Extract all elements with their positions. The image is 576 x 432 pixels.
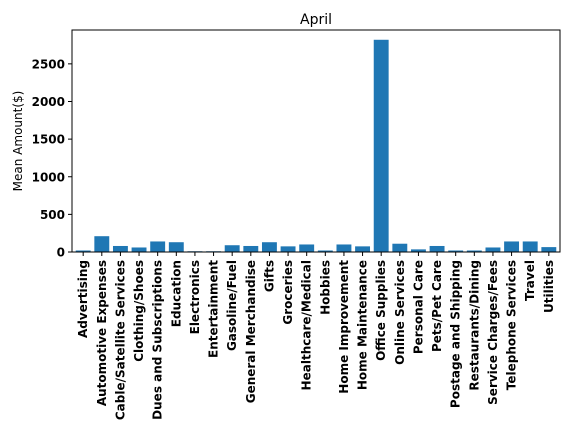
bar: [131, 247, 147, 252]
bar: [317, 250, 333, 252]
x-tick-label: Cable/Satellite Services: [113, 260, 127, 420]
x-tick-label: Electronics: [188, 260, 202, 334]
bar: [75, 250, 91, 252]
x-tick-label: Gasoline/Fuel: [225, 260, 239, 351]
x-tick-label: Dues and Subscriptions: [151, 260, 165, 420]
x-tick-label: Hobbies: [318, 260, 332, 315]
y-tick-label: 1000: [32, 170, 65, 184]
bar: [261, 242, 277, 252]
x-tick-label: Office Supplies: [374, 260, 388, 361]
x-tick-label: Travel: [523, 260, 537, 301]
bar: [485, 247, 501, 252]
bar: [168, 242, 184, 252]
bar: [504, 241, 520, 252]
bar: [299, 244, 315, 252]
bar: [280, 246, 296, 252]
bar: [224, 245, 240, 252]
x-tick-label: Gifts: [262, 260, 276, 292]
x-tick-label: Groceries: [281, 260, 295, 325]
x-tick-label: Entertainment: [207, 260, 221, 358]
x-tick-label: Postage and Shipping: [449, 260, 463, 408]
x-axis-ticks: Advertising Automotive Expenses Cable/Sate…: [76, 252, 556, 420]
bar: [150, 241, 166, 252]
x-tick-label: Home Maintenance: [356, 260, 370, 390]
chart-title: April: [300, 12, 332, 28]
x-tick-label: Personal Care: [411, 260, 425, 354]
bar: [410, 249, 426, 252]
bar: [336, 244, 352, 252]
y-tick-label: 500: [40, 208, 65, 222]
bar: [466, 250, 482, 252]
bar: [392, 243, 408, 252]
y-axis-ticks: 0 500 1000 1500 2000 2500: [32, 57, 72, 260]
plot-area-frame: [71, 29, 561, 253]
bar: [355, 246, 371, 252]
y-tick-label: 1500: [32, 133, 65, 147]
y-tick-label: 2000: [32, 95, 65, 109]
bar: [112, 245, 128, 252]
bar: [243, 245, 259, 252]
y-tick-label: 0: [57, 246, 65, 260]
x-tick-label: Online Services: [393, 260, 407, 365]
x-tick-label: Service Charges/Fees: [486, 260, 500, 405]
x-tick-label: Home Improvement: [337, 260, 351, 394]
x-tick-label: Utilities: [542, 260, 556, 313]
x-tick-label: Restaurants/Dining: [467, 260, 481, 391]
y-axis-label: Mean Amount($): [11, 91, 25, 192]
x-tick-label: Automotive Expenses: [95, 260, 109, 406]
x-tick-label: Telephone Services: [505, 260, 519, 390]
x-tick-label: Education: [169, 260, 183, 327]
x-tick-label: Advertising: [76, 260, 90, 338]
bars: [75, 39, 557, 252]
x-tick-label: Pets/Pet Care: [430, 260, 444, 352]
y-tick-label: 2500: [32, 57, 65, 71]
bar: [448, 250, 464, 252]
x-tick-label: Healthcare/Medical: [300, 260, 314, 390]
bar: [541, 247, 557, 252]
bar: [429, 245, 445, 252]
x-tick-label: Clothing/Shoes: [132, 260, 146, 362]
bar: [522, 241, 538, 252]
bar: [373, 39, 389, 252]
x-tick-label: General Merchandise: [244, 260, 258, 403]
bar: [94, 236, 110, 252]
